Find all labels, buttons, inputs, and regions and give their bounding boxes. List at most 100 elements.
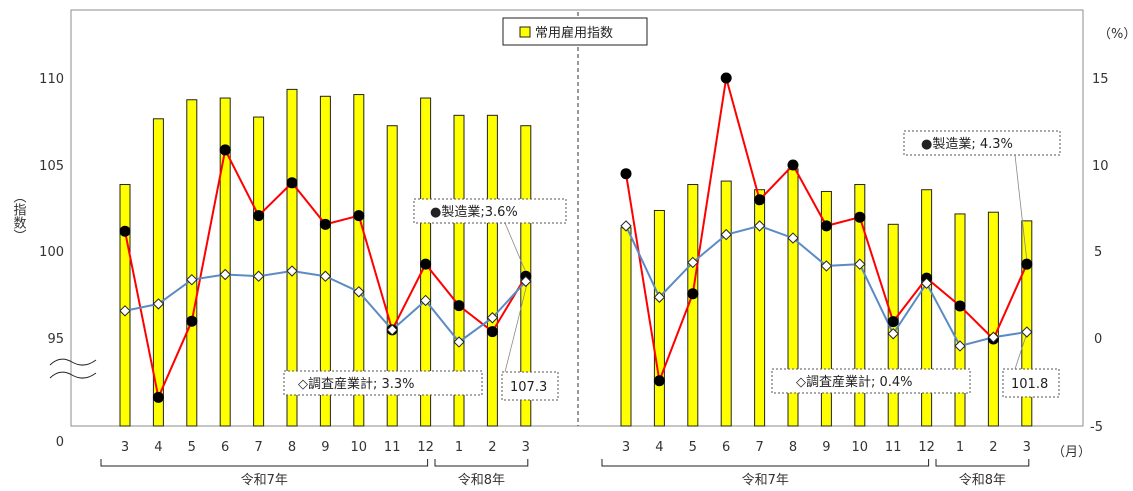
bar bbox=[720, 180, 732, 427]
legend-label: 常用雇用指数 bbox=[535, 25, 613, 41]
marker-all-industries bbox=[620, 220, 632, 232]
marker-all-industries bbox=[720, 228, 732, 241]
marker-manufacturing bbox=[219, 144, 231, 156]
x-tick-label: 11 bbox=[384, 440, 401, 455]
marker-manufacturing bbox=[687, 288, 699, 300]
bar bbox=[319, 95, 331, 427]
callout-manufacturing-left: ●製造業;3.6% bbox=[413, 198, 567, 224]
callout-bar-left: 107.3 bbox=[501, 371, 559, 401]
year-group-label: 令和7年 bbox=[742, 473, 789, 488]
bar bbox=[286, 88, 298, 427]
x-tick-label: 12 bbox=[918, 440, 935, 455]
marker-all-industries bbox=[887, 328, 899, 340]
x-tick-label: 3 bbox=[1023, 440, 1031, 455]
callout-connector bbox=[1014, 154, 1028, 263]
marker-all-industries bbox=[987, 331, 1000, 343]
x-tick-label: 6 bbox=[221, 440, 229, 455]
bar bbox=[353, 94, 365, 427]
marker-all-industries bbox=[820, 260, 833, 272]
axis-break-mark bbox=[49, 358, 97, 366]
year-group-label: 令和8年 bbox=[458, 473, 505, 488]
marker-manufacturing bbox=[319, 218, 331, 230]
x-tick-label: 4 bbox=[655, 440, 663, 455]
callout-connector bbox=[1014, 332, 1028, 370]
marker-manufacturing bbox=[453, 300, 465, 312]
bar bbox=[152, 118, 164, 427]
callout-bar-right-text: 101.8 bbox=[1011, 377, 1048, 392]
marker-manufacturing bbox=[820, 220, 832, 232]
marker-all-industries bbox=[520, 275, 532, 288]
marker-manufacturing bbox=[620, 168, 632, 180]
callout-connector bbox=[504, 222, 528, 276]
y-axis-right-label: （%） bbox=[1098, 27, 1133, 42]
x-tick-label: 10 bbox=[852, 440, 869, 455]
callout-connector-layer bbox=[504, 154, 1028, 373]
marker-all-industries bbox=[787, 232, 799, 244]
marker-manufacturing bbox=[420, 258, 432, 270]
marker-all-industries bbox=[319, 270, 332, 282]
callout-all-industries-right-text: ◇調査産業計; 0.4% bbox=[796, 374, 913, 390]
x-tick-label: 2 bbox=[488, 440, 496, 455]
x-tick-label: 7 bbox=[755, 440, 763, 455]
x-tick-label: 9 bbox=[321, 440, 329, 455]
marker-manufacturing bbox=[152, 391, 164, 403]
bar bbox=[653, 209, 665, 427]
year-group-bracket bbox=[434, 459, 529, 467]
marker-all-industries bbox=[687, 256, 699, 269]
marker-manufacturing bbox=[854, 211, 866, 223]
marker-manufacturing bbox=[653, 375, 665, 387]
marker-manufacturing bbox=[720, 72, 732, 84]
legend: 常用雇用指数 bbox=[502, 17, 648, 46]
bar bbox=[754, 189, 766, 427]
x-tick-label: 11 bbox=[885, 440, 902, 455]
marker-all-industries bbox=[954, 340, 966, 352]
marker-manufacturing bbox=[353, 210, 365, 222]
year-group-bracket bbox=[601, 459, 930, 467]
x-tick-label: 3 bbox=[622, 440, 630, 455]
y-axis-left-ticks: 0 95 100 105 110 bbox=[39, 72, 64, 450]
legend-swatch bbox=[519, 26, 531, 38]
bar bbox=[386, 125, 398, 427]
callout-bar-left-text: 107.3 bbox=[510, 380, 547, 395]
callout-manufacturing-right-text: ●製造業; 4.3% bbox=[921, 136, 1013, 152]
marker-all-industries bbox=[119, 305, 131, 317]
marker-layer bbox=[119, 72, 1033, 403]
marker-manufacturing bbox=[286, 177, 298, 189]
marker-all-industries bbox=[453, 336, 465, 348]
marker-all-industries bbox=[920, 277, 933, 290]
year-group-bracket bbox=[935, 459, 1030, 467]
marker-all-industries bbox=[486, 312, 499, 324]
marker-manufacturing bbox=[119, 225, 131, 237]
x-tick-label: 5 bbox=[689, 440, 697, 455]
bar bbox=[453, 114, 465, 427]
bar bbox=[486, 114, 498, 427]
marker-all-industries bbox=[286, 265, 298, 277]
marker-manufacturing bbox=[1021, 258, 1033, 270]
year-group-label: 令和7年 bbox=[241, 473, 288, 488]
callout-bar-right: 101.8 bbox=[1002, 368, 1060, 398]
bar bbox=[954, 213, 966, 427]
y-tick-left: 100 bbox=[39, 245, 64, 260]
bar bbox=[620, 227, 632, 427]
marker-manufacturing bbox=[754, 194, 766, 206]
x-tick-label: 2 bbox=[989, 440, 997, 455]
bar bbox=[186, 99, 198, 427]
x-tick-label: 8 bbox=[288, 440, 296, 455]
marker-manufacturing bbox=[253, 210, 265, 222]
marker-all-industries bbox=[854, 258, 866, 270]
x-tick-label: 10 bbox=[351, 440, 368, 455]
callout-manufacturing-right: ●製造業; 4.3% bbox=[903, 130, 1061, 156]
x-tick-label: 5 bbox=[188, 440, 196, 455]
callout-manufacturing-left-text: ●製造業;3.6% bbox=[430, 204, 518, 220]
bar bbox=[921, 189, 933, 427]
x-tick-label: 3 bbox=[121, 440, 129, 455]
x-tick-label: 4 bbox=[154, 440, 162, 455]
y-tick-left: 105 bbox=[39, 159, 64, 174]
x-tick-label: 3 bbox=[522, 440, 530, 455]
marker-all-industries bbox=[353, 286, 365, 298]
marker-all-industries bbox=[186, 273, 198, 286]
marker-all-industries bbox=[753, 220, 766, 232]
y-tick-left: 95 bbox=[47, 332, 64, 347]
